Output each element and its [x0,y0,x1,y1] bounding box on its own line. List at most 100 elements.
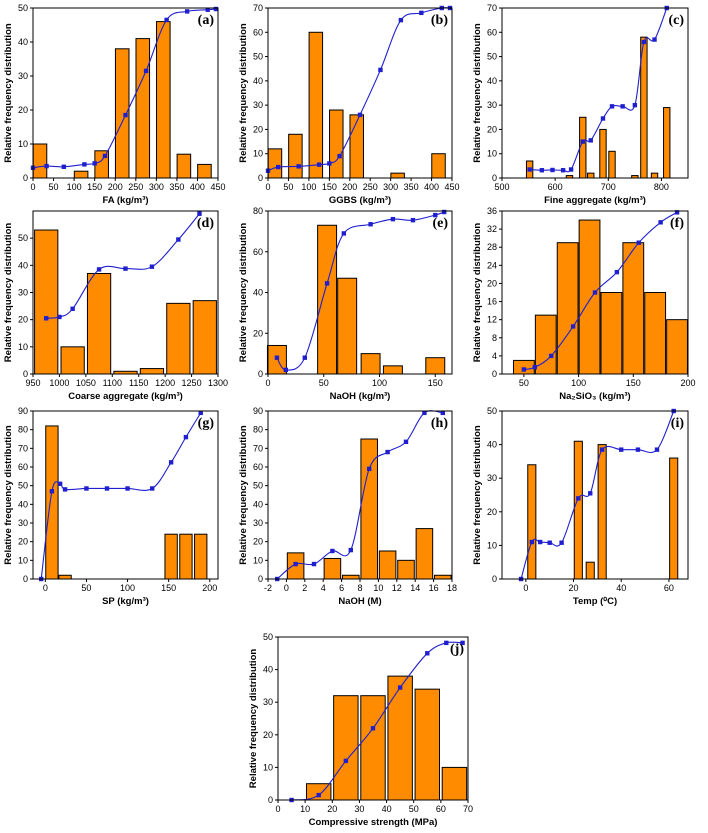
bar-b-6 [431,153,446,179]
xtick-label-d-5: 1200 [155,378,175,388]
panel-label-g: (g) [198,416,215,431]
xtick-label-j-3: 30 [354,804,364,814]
xtick-label-c-0: 500 [494,182,509,192]
point-i-9 [635,447,641,452]
point-j-7 [460,640,465,646]
ytick-label-b-4: 40 [253,76,263,86]
xlabel-b: GGBS (kg/m³) [329,195,391,206]
point-a-10 [205,7,210,12]
xtick-label-f-0: 50 [519,378,529,388]
bar-h-5 [397,559,415,580]
point-g-10 [198,410,203,416]
point-j-4 [397,685,403,690]
ytick-label-f-6: 24 [487,260,497,270]
xtick-label-e-0: 0 [265,378,270,388]
point-h-5 [367,466,372,472]
ytick-label-j-4: 40 [263,665,273,675]
bar-h-1 [323,557,342,580]
xtick-label-a-2: 100 [67,182,82,192]
panel-i: 0 20 40 60 0 10 20 30 40 50 Temp (⁰C) Relative freq… [472,406,689,607]
point-e-7 [410,217,416,223]
point-i-5 [576,496,581,501]
point-h-4 [348,547,353,553]
bar-f-5 [622,242,645,375]
ytick-label-e-3: 60 [253,247,263,257]
bar-h-3 [360,438,378,580]
ylabel-c: Relative frequency distribution [472,23,483,163]
point-f-8 [674,210,680,215]
point-h-1 [293,561,298,567]
bar-g-1 [58,574,72,580]
point-a-1 [44,163,49,169]
panel-label-f: (f) [670,216,684,231]
point-e-0 [274,355,280,360]
point-i-7 [599,447,605,452]
axes-frame-i [501,410,689,580]
ytick-label-g-8: 80 [18,425,28,435]
xtick-label-j-7: 70 [463,804,473,814]
point-e-2 [302,355,307,360]
xtick-label-e-3: 150 [428,378,443,388]
curve-i [520,410,675,580]
point-d-3 [96,267,102,272]
bar-j-3 [387,675,413,801]
xtick-label-h-7: 12 [392,583,402,593]
ytick-label-h-1: 10 [253,555,263,565]
point-j-2 [343,758,349,764]
point-j-5 [425,651,430,656]
ytick-label-i-1: 10 [487,540,497,550]
xtick-label-h-3: 4 [321,583,326,593]
bar-a-7 [197,163,212,179]
xtick-label-a-8: 400 [190,182,205,192]
ytick-label-g-3: 30 [18,518,28,528]
bar-c-5 [608,150,616,179]
ytick-label-a-2: 20 [18,105,28,115]
xtick-label-a-7: 350 [169,182,184,192]
bar-d-6 [192,300,217,375]
xtick-label-i-2: 40 [616,583,626,593]
xtick-label-b-9: 450 [444,182,459,192]
ytick-label-f-0: 0 [492,369,497,379]
point-g-6 [125,486,130,491]
point-d-4 [123,266,128,271]
ytick-label-b-2: 20 [253,124,263,134]
ytick-label-c-7: 70 [487,3,497,13]
ytick-label-c-2: 20 [487,124,497,134]
xtick-label-d-4: 1150 [129,378,148,388]
bar-f-3 [578,219,601,375]
xtick-label-j-4: 40 [382,804,392,814]
point-a-3 [82,162,87,167]
point-f-7 [658,220,663,225]
point-d-1 [57,314,62,320]
bar-c-9 [663,107,671,179]
panel-e: 0 50 100 150 0 20 40 60 80 NaOH (kg/m³) Relative f… [238,206,453,402]
xtick-label-g-0: 0 [43,583,48,593]
xtick-label-e-1: 50 [319,378,329,388]
xtick-label-b-4: 200 [342,182,357,192]
ytick-label-h-9: 90 [253,406,263,416]
bar-i-0 [527,464,537,580]
point-c-2 [550,167,555,173]
xtick-label-d-6: 1250 [182,378,202,388]
ytick-label-a-1: 10 [18,139,28,149]
bar-a-5 [156,21,171,179]
point-h-9 [440,410,445,416]
xtick-label-d-7: 1300 [208,378,228,388]
bar-h-2 [342,574,360,580]
xlabel-c: Fine aggregate (kg/m³) [544,195,646,206]
bar-b-3 [329,109,344,179]
panel-label-c: (c) [668,13,684,28]
ylabel-a: Relative frequency distribution [3,23,14,163]
bar-a-0 [32,143,48,179]
point-b-4 [327,161,332,166]
point-d-5 [149,264,155,269]
xtick-label-h-6: 10 [373,583,383,593]
panel-h: -2 0 2 4 6 8 10 12 14 16 180102030405060708090NaOH… [238,406,457,607]
axes-frame-b [267,7,453,179]
ytick-label-c-0: 0 [492,173,497,183]
point-c-0 [527,167,532,172]
xtick-label-i-0: 0 [523,583,528,593]
panel-label-j: (j) [450,642,464,657]
axes-frame-e [267,210,453,375]
